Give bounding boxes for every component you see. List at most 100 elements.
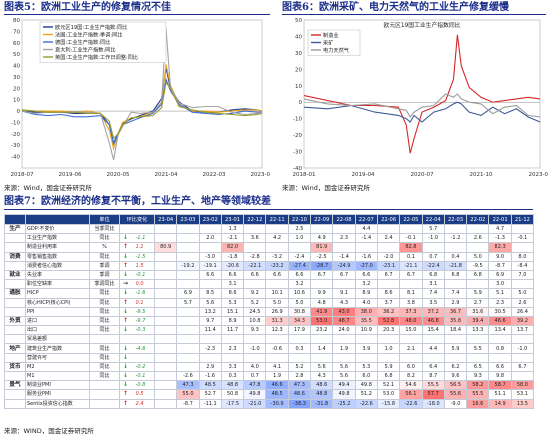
table-row: 职位空缺率 季调同比 → 0.0 3.1 3.2 3.2 3.1 3.0 [4,279,535,290]
value-cell: 0.4 [443,251,468,262]
indicator-cell: 进口 [25,315,90,327]
value-cell: 0.8 [488,343,512,354]
value-cell: 9.1 [332,288,356,299]
trend-arrow-icon: ↑ 0.5 [119,389,155,400]
value-cell [198,352,222,363]
value-cell [376,352,401,363]
value-cell [176,269,200,281]
value-cell: 16.6 [466,398,490,409]
unit-cell [89,380,120,391]
indicator-cell: M1 [25,370,90,382]
value-cell: -1.0 [510,343,535,354]
legend-box [39,21,167,63]
economy-table: 单位 环比变化 23-04 23-03 23-02 23-01 22-12 22-11 22-1… [4,214,535,409]
value-cell: -11.1 [198,398,222,409]
value-cell: 5.5 [466,343,490,354]
value-cell [198,334,222,345]
y-tick-label: -40 [11,155,20,161]
unit-cell: 季调 [89,260,120,271]
category-cell: 外贸 [4,315,26,327]
value-cell [153,306,178,317]
value-cell: 9.7 [198,315,222,327]
indicator-cell: 建筑业生产指数 [25,343,90,354]
value-cell [399,334,423,345]
column-header: 22-04 [421,214,445,225]
category-cell [4,279,26,290]
chart6-title-rule [282,14,546,15]
value-cell: 4.8 [310,297,334,308]
value-cell [265,279,289,290]
change-value: 0.0 [134,281,144,288]
value-cell: 14.9 [488,398,512,409]
value-cell [153,251,178,262]
value-cell: -23.2 [265,260,289,271]
table-row: PPI 同比 ↓ -9.5 13.2 15.1 24.5 26.9 30.8 41.9 43.0 3… [4,306,535,317]
category-cell [4,297,26,308]
value-cell [153,260,178,271]
value-cell: 6.6 [198,269,222,281]
y-tick-label: 80 [13,18,20,24]
table-row: 景气 制造业PMI ↓ -0.8 47.3 48.5 48.8 47.8 46.6 47.3 48… [4,380,535,391]
value-cell [421,242,445,253]
value-cell [153,279,178,290]
value-cell: -27.4 [287,260,312,271]
value-cell: -2.0 [376,251,401,262]
value-cell: 48.0 [399,315,423,327]
value-cell [287,352,312,363]
value-cell [443,242,468,253]
value-cell: -8.7 [488,260,512,271]
value-cell: 9.0 [488,251,512,262]
value-cell: 6.8 [421,269,445,281]
table-row: 核心HICP(核心CPI) 同比 ↑ 0.1 5.7 5.6 5.3 5.2 5.0 5.0 4.… [4,297,535,308]
value-cell [310,279,334,290]
chart6-subtitle: 欧元区19国工业生产指数同比 [384,21,461,29]
value-cell: -28.7 [310,260,334,271]
value-cell: 48.6 [310,380,334,391]
value-cell [243,352,267,363]
value-cell [265,352,289,363]
value-cell [265,334,289,345]
change-value: -1.1 [134,235,146,242]
value-cell: 0.1 [399,251,423,262]
value-cell: -1.4 [354,233,378,244]
value-cell [466,334,490,345]
table-row: 贸易差额 [4,334,535,345]
value-cell: -8.7 [176,398,200,409]
change-value: -1.6 [134,290,146,297]
value-cell [287,242,312,253]
change-value: 1.1 [134,244,144,251]
indicator-cell: GDP:不变价 [25,223,90,235]
legend-label-2: 法国:工业生产指数:季调:同比 [55,31,123,39]
x-tick-label: 2021-04 [155,172,178,178]
trend-arrow-icon [119,334,155,345]
value-cell [466,352,490,363]
value-cell [153,370,178,382]
change-value: -9.5 [134,308,146,315]
value-cell [310,223,334,235]
value-cell: 7.4 [421,288,445,299]
unit-cell: 季调同比 [89,279,120,290]
change-value: 1.5 [134,262,144,269]
change-value: 2.4 [134,400,144,407]
value-cell: 80.9 [153,242,178,253]
value-cell [376,279,401,290]
value-cell: -3.0 [198,251,222,262]
category-cell: 消费 [4,251,26,262]
value-cell [153,315,178,327]
value-cell: -3.2 [265,251,289,262]
trend-arrow-icon: ↓ -1.5 [119,251,155,262]
value-cell: 55.0 [176,389,200,400]
value-cell: 0.3 [220,370,245,382]
value-cell: 15.1 [220,306,245,317]
value-cell: 2.6 [466,233,490,244]
category-cell: 就业 [4,269,26,281]
value-cell: 43.0 [332,306,356,317]
y-tick-label: -30 [293,150,302,156]
value-cell: 36.7 [443,306,468,317]
value-cell: 8.9 [220,315,245,327]
value-cell: 2.0 [198,233,222,244]
column-header: 22-09 [310,214,334,225]
value-cell [265,242,289,253]
value-cell: 13.5 [510,398,535,409]
value-cell: 2.1 [399,343,423,354]
